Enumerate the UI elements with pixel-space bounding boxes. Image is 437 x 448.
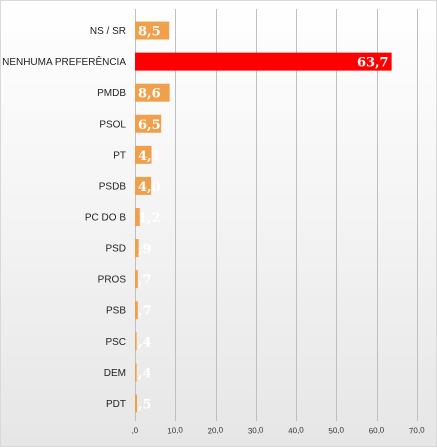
x-tick-labels: ,0 10,0 20,0 30,0 40,0 50,0 60,0 70,0: [131, 425, 425, 435]
bar-6: [135, 208, 140, 226]
value-label-0: 8,5: [138, 25, 161, 40]
bar-5: [135, 176, 152, 195]
category-label-7: PSD: [105, 244, 126, 255]
category-label-10: PSC: [105, 337, 126, 348]
value-label-6: 1,2: [138, 211, 161, 226]
x-tick-label-4: 40,0: [288, 425, 305, 435]
x-tick-label-2: 20,0: [207, 425, 224, 435]
x-tick-label-7: 70,0: [409, 425, 426, 435]
category-label-12: PDT: [106, 399, 126, 410]
value-label-7: ,9: [138, 242, 152, 257]
bar-8: [135, 270, 138, 289]
gridlines: [135, 9, 418, 421]
bar-7: [135, 239, 139, 258]
bar-11: [135, 363, 137, 382]
bars: [135, 21, 392, 413]
value-label-9: ,7: [138, 304, 152, 319]
category-label-8: PROS: [98, 275, 127, 286]
category-label-0: NS / SR: [90, 26, 126, 37]
category-labels: NS / SR NENHUMA PREFERÊNCIA PMDB PSOL PT PSDB…: [2, 26, 126, 410]
category-label-3: PSOL: [99, 119, 126, 130]
category-label-5: PSDB: [99, 181, 127, 192]
bar-12: [135, 394, 138, 413]
bar-4: [135, 145, 152, 164]
category-label-6: PC DO B: [85, 213, 126, 224]
value-label-3: 6,5: [138, 118, 161, 133]
value-label-11: ,4: [138, 366, 152, 381]
value-label-8: ,7: [138, 273, 152, 288]
x-tick-label-3: 30,0: [247, 425, 264, 435]
x-tick-label-5: 50,0: [328, 425, 345, 435]
value-label-5: 4,0: [138, 180, 161, 195]
bar-0: [135, 21, 170, 40]
value-labels: 8,5 63,7 8,6 6,5 4,1 4,0 1,2 ,9 ,7 ,7 ,4 ,4 ,5: [138, 25, 389, 413]
bar-1: [135, 52, 392, 71]
value-label-10: ,4: [138, 335, 152, 350]
value-label-4: 4,1: [138, 149, 161, 164]
x-tick-label-6: 60,0: [368, 425, 385, 435]
value-label-12: ,5: [138, 397, 152, 412]
x-tick-label-0: ,0: [131, 426, 139, 436]
category-label-4: PT: [113, 150, 126, 161]
bar-3: [135, 114, 162, 133]
category-label-2: PMDB: [97, 88, 126, 99]
x-tick-label-1: 10,0: [167, 425, 184, 435]
category-label-11: DEM: [104, 368, 126, 379]
value-label-2: 8,6: [138, 87, 161, 102]
bar-10: [135, 332, 137, 351]
category-label-9: PSB: [106, 306, 126, 317]
value-label-1: 63,7: [357, 56, 389, 71]
bar-9: [135, 301, 138, 320]
bar-2: [135, 83, 170, 102]
category-label-1: NENHUMA PREFERÊNCIA: [2, 55, 126, 68]
